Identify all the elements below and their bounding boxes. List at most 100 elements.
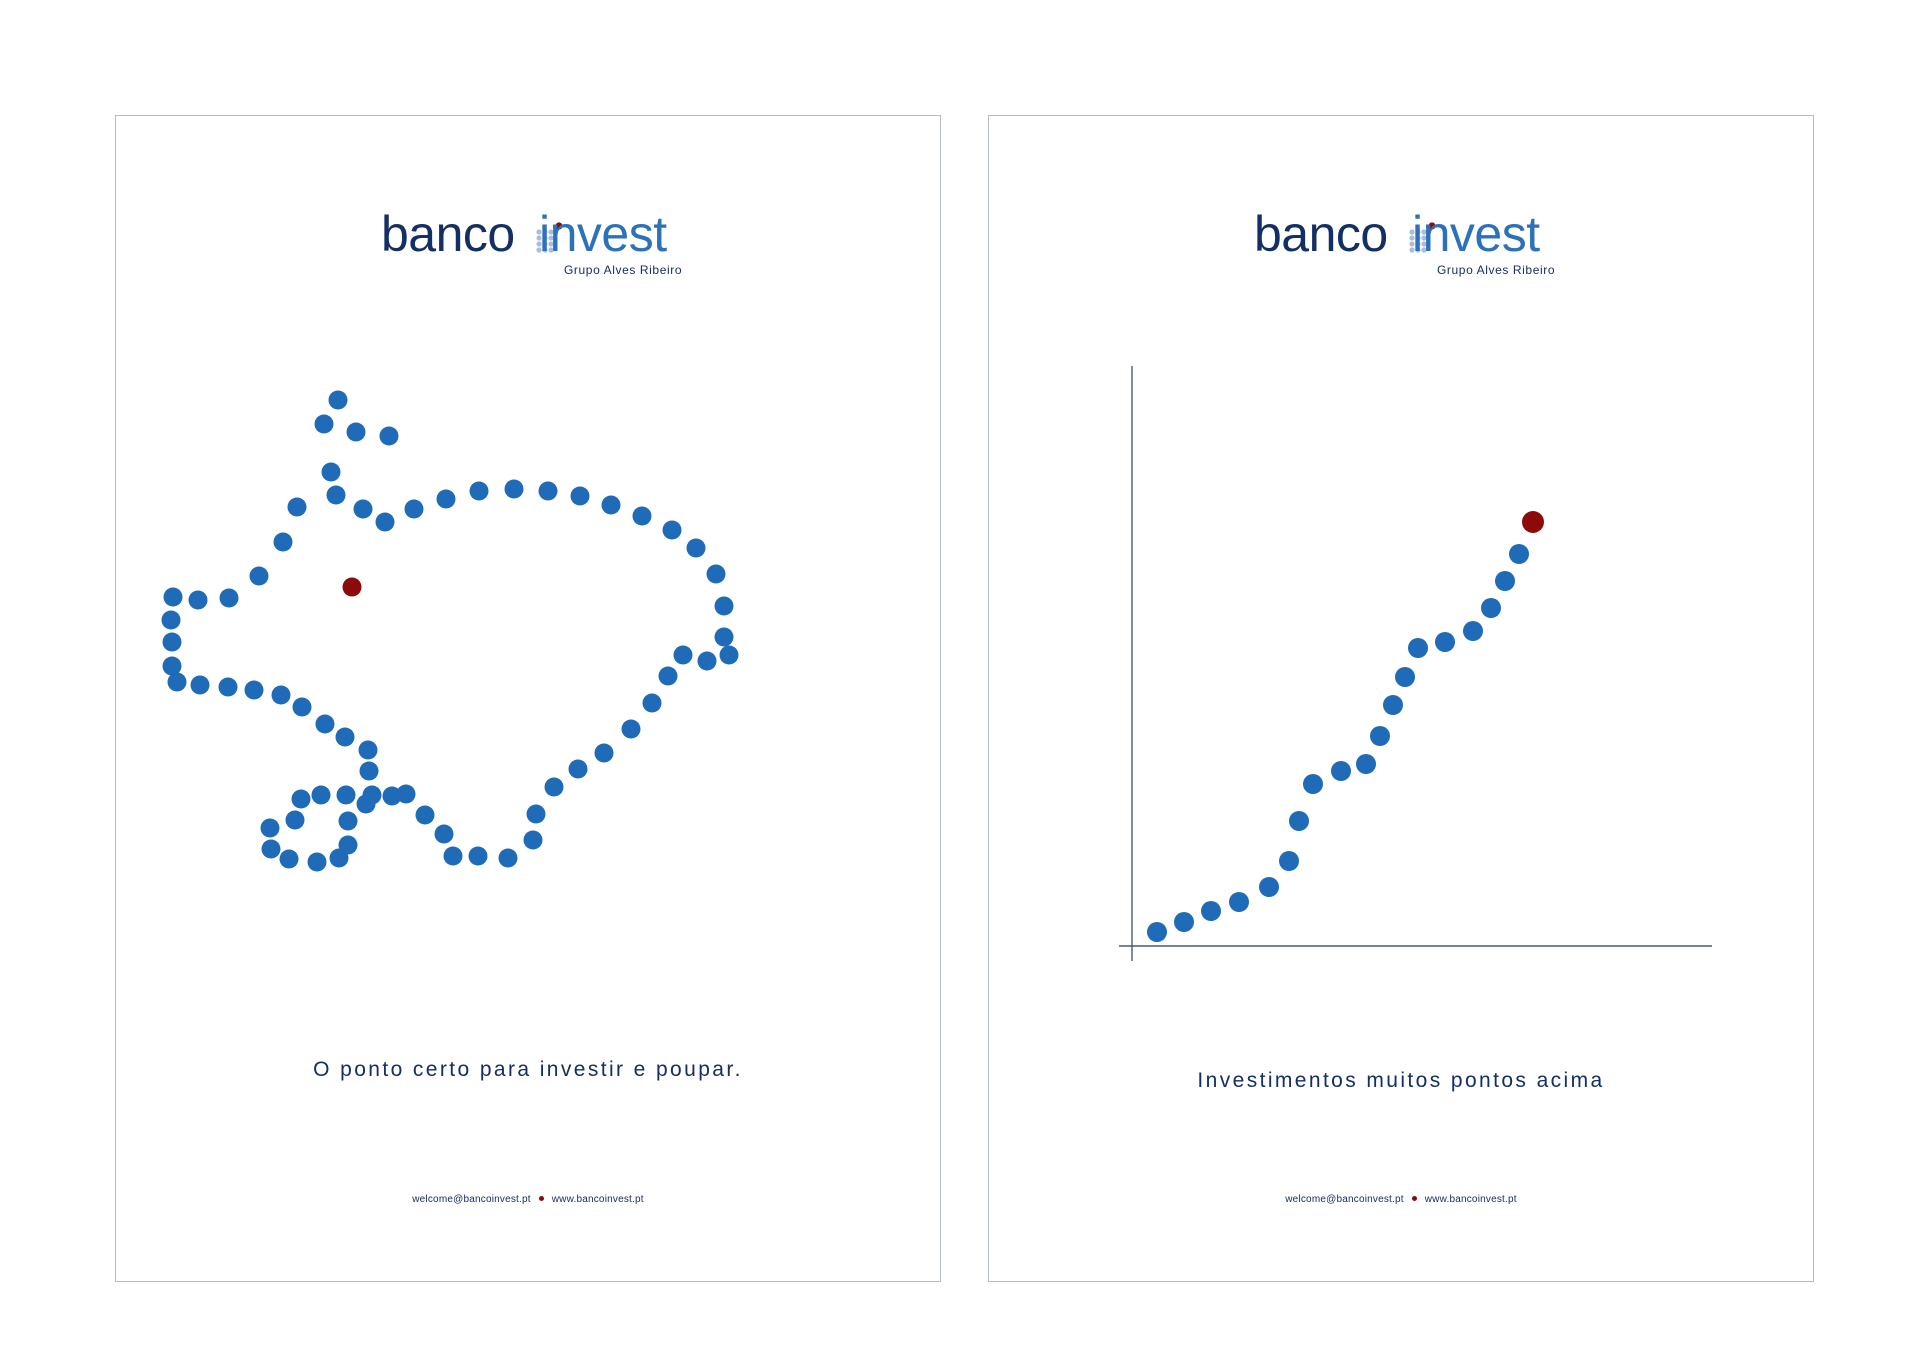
growth-line-dot xyxy=(1229,892,1249,912)
piggy-bank-dot xyxy=(161,610,181,630)
piggy-bank-dot xyxy=(167,672,187,692)
piggy-bank-dot xyxy=(315,714,335,734)
piggy-bank-dot xyxy=(382,786,402,806)
growth-line-dot xyxy=(1435,632,1455,652)
piggy-bank-dot xyxy=(260,818,280,838)
piggy-bank-dot xyxy=(307,852,327,872)
bancoinvest-logo: banco invest Grupo Alves Ribeiro xyxy=(381,204,711,277)
piggy-bank-dot xyxy=(526,804,546,824)
piggy-bank-dot xyxy=(338,835,358,855)
piggy-bank-dot xyxy=(358,740,378,760)
piggy-bank-dot xyxy=(714,596,734,616)
piggy-bank-dot xyxy=(244,680,264,700)
piggy-bank-dot xyxy=(434,824,454,844)
slogan: Investimentos muitos pontos acima xyxy=(1197,1069,1605,1092)
piggy-bank-dot xyxy=(504,479,524,499)
logo-dot-grid-icon xyxy=(1409,222,1436,253)
piggy-bank-dot xyxy=(188,590,208,610)
piggy-bank-dot xyxy=(468,846,488,866)
piggy-bank-dot xyxy=(469,481,489,501)
piggy-bank-dot xyxy=(271,685,291,705)
piggy-bank-dot xyxy=(261,839,281,859)
growth-line-dot xyxy=(1370,726,1390,746)
piggy-bank-dot xyxy=(353,499,373,519)
growth-line-dot xyxy=(1481,598,1501,618)
footer-website: www.bancoinvest.pt xyxy=(551,1194,644,1205)
growth-line-dot xyxy=(1303,774,1323,794)
piggy-bank-dot xyxy=(673,645,693,665)
growth-dot-chart-illustration xyxy=(1119,366,1712,961)
piggy-bank-dot xyxy=(338,811,358,831)
footer-email: welcome@bancoinvest.pt xyxy=(1285,1194,1404,1205)
logo-word-banco: banco xyxy=(1254,206,1388,262)
footer-red-dot-separator xyxy=(538,1195,544,1201)
growth-line-dot xyxy=(1147,922,1167,942)
piggy-bank-dot-illustration xyxy=(161,390,739,872)
piggy-bank-dot xyxy=(436,489,456,509)
piggy-bank-dot xyxy=(218,677,238,697)
piggy-bank-dot xyxy=(292,697,312,717)
piggy-bank-dot xyxy=(601,495,621,515)
piggy-bank-dot xyxy=(594,743,614,763)
piggy-bank-dot xyxy=(544,777,564,797)
piggy-bank-dot xyxy=(287,497,307,517)
piggy-bank-dot xyxy=(163,587,183,607)
bancoinvest-logo: banco invest Grupo Alves Ribeiro xyxy=(1254,204,1584,277)
logo-word-invest: invest xyxy=(1412,206,1540,262)
piggy-bank-dot xyxy=(359,761,379,781)
piggy-bank-dot xyxy=(621,719,641,739)
growth-line-dot xyxy=(1259,877,1279,897)
piggy-bank-dot xyxy=(219,588,239,608)
piggy-bank-dot xyxy=(321,462,341,482)
growth-line-dot xyxy=(1463,621,1483,641)
piggy-bank-dot xyxy=(706,564,726,584)
logo-dot-grid-icon xyxy=(536,222,563,253)
contact-footer: welcome@bancoinvest.pt www.bancoinvest.pt xyxy=(989,1194,1813,1205)
growth-line-dot xyxy=(1201,901,1221,921)
piggy-bank-dot xyxy=(538,481,558,501)
piggy-bank-dot xyxy=(662,520,682,540)
piggy-bank-dot xyxy=(415,805,435,825)
footer-red-dot-separator xyxy=(1411,1195,1417,1201)
piggy-bank-dot xyxy=(404,499,424,519)
piggy-bank-dot xyxy=(697,651,717,671)
piggy-bank-dot xyxy=(632,506,652,526)
piggy-bank-dot xyxy=(568,759,588,779)
growth-line-dot xyxy=(1408,638,1428,658)
growth-line-dot xyxy=(1289,811,1309,831)
piggy-bank-dot xyxy=(273,532,293,552)
growth-line-dot xyxy=(1356,754,1376,774)
logo-tagline: Grupo Alves Ribeiro xyxy=(564,263,683,277)
piggy-bank-dot xyxy=(190,675,210,695)
piggy-bank-dot xyxy=(642,693,662,713)
piggy-bank-dot xyxy=(279,849,299,869)
piggy-bank-dot xyxy=(356,794,376,814)
piggy-bank-dot xyxy=(443,846,463,866)
growth-line-dot xyxy=(1383,695,1403,715)
piggy-bank-dot xyxy=(311,785,331,805)
piggy-bank-dot xyxy=(291,789,311,809)
footer-email: welcome@bancoinvest.pt xyxy=(412,1194,531,1205)
piggy-bank-dot xyxy=(658,666,678,686)
piggy-bank-dot xyxy=(162,632,182,652)
slogan: O ponto certo para investir e poupar. xyxy=(313,1058,743,1081)
poster-piggy-bank: banco invest Grupo Alves Ribeiro O ponto… xyxy=(115,115,941,1282)
piggy-bank-dot xyxy=(379,426,399,446)
piggy-bank-eye-red-dot xyxy=(342,577,362,597)
growth-peak-red-dot xyxy=(1522,511,1544,533)
growth-line-dot xyxy=(1495,571,1515,591)
piggy-bank-dot xyxy=(346,422,366,442)
logo-tagline: Grupo Alves Ribeiro xyxy=(1437,263,1556,277)
growth-line-dot xyxy=(1509,544,1529,564)
piggy-bank-dot xyxy=(326,485,346,505)
piggy-bank-dot xyxy=(285,810,305,830)
piggy-bank-dot xyxy=(336,785,356,805)
piggy-bank-dot xyxy=(162,656,182,676)
footer-website: www.bancoinvest.pt xyxy=(1424,1194,1517,1205)
piggy-bank-dot xyxy=(570,486,590,506)
piggy-bank-dot xyxy=(498,848,518,868)
piggy-bank-dot xyxy=(335,727,355,747)
piggy-bank-dot xyxy=(328,390,348,410)
piggy-bank-dot xyxy=(249,566,269,586)
contact-footer: welcome@bancoinvest.pt www.bancoinvest.pt xyxy=(116,1194,940,1205)
